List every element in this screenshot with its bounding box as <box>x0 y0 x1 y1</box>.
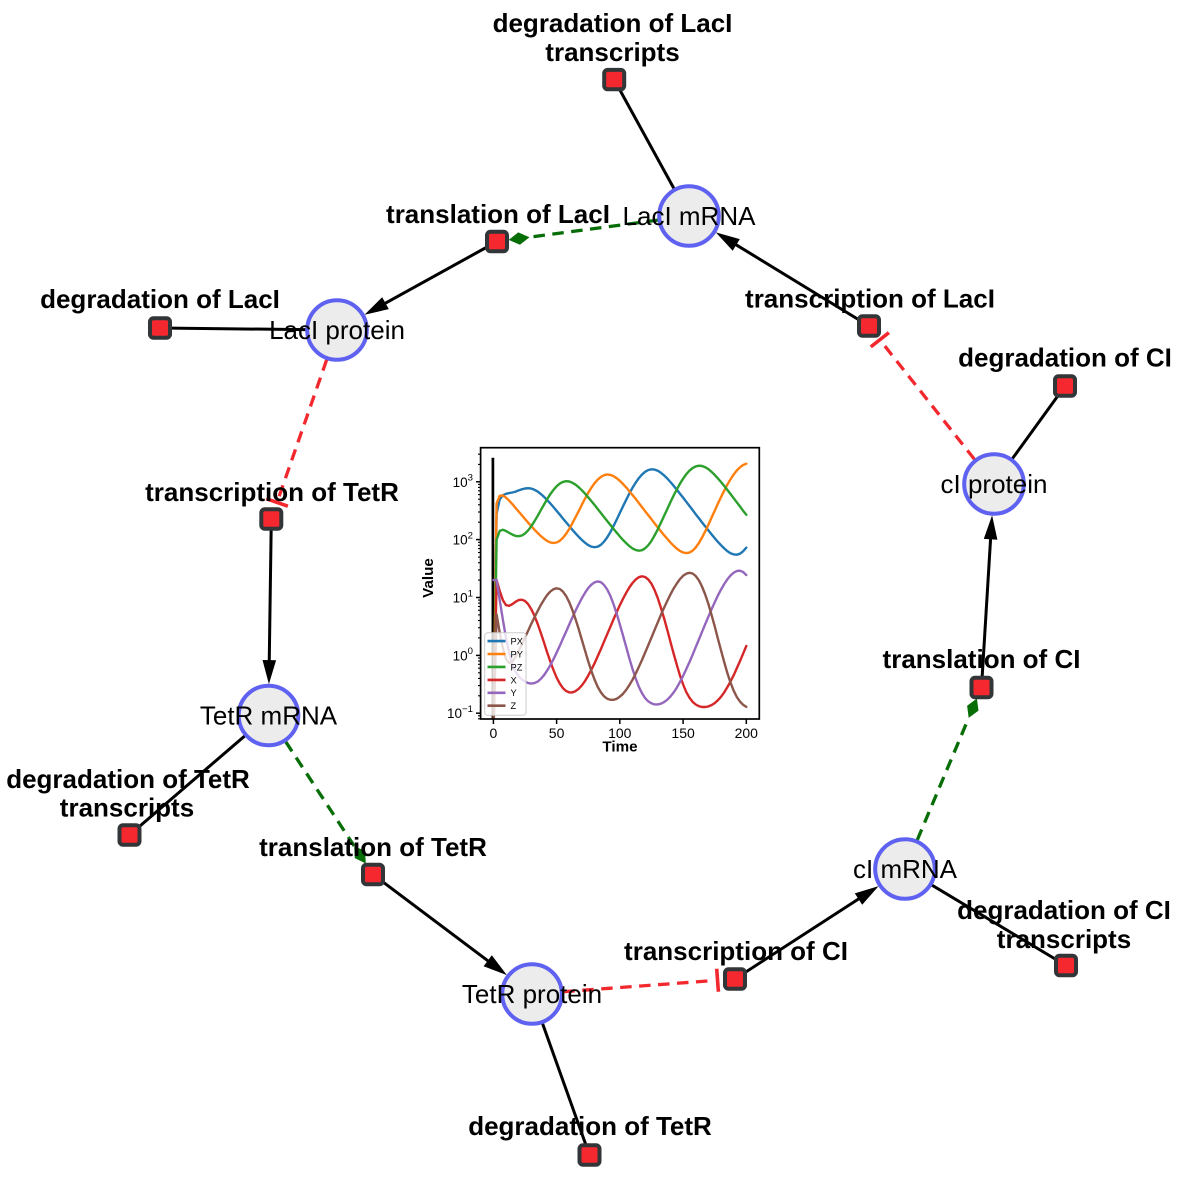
svg-text:10−1: 10−1 <box>447 704 473 721</box>
svg-text:LacI mRNA: LacI mRNA <box>623 201 757 231</box>
svg-text:degradation of CI: degradation of CI <box>958 343 1172 373</box>
svg-text:transcription of TetR: transcription of TetR <box>145 477 399 507</box>
svg-text:PY: PY <box>511 649 523 659</box>
svg-text:100: 100 <box>453 646 473 663</box>
svg-text:transcripts: transcripts <box>545 37 679 67</box>
svg-text:0: 0 <box>490 725 498 741</box>
svg-text:100: 100 <box>608 725 632 741</box>
svg-text:TetR mRNA: TetR mRNA <box>200 701 338 731</box>
svg-text:PZ: PZ <box>511 662 523 672</box>
svg-text:X: X <box>511 675 517 685</box>
svg-text:50: 50 <box>549 725 565 741</box>
svg-text:translation of TetR: translation of TetR <box>259 832 487 862</box>
svg-text:degradation of TetR: degradation of TetR <box>468 1111 712 1141</box>
svg-text:150: 150 <box>671 725 695 741</box>
svg-text:cI mRNA: cI mRNA <box>853 854 958 884</box>
svg-text:102: 102 <box>453 530 473 547</box>
svg-text:TetR protein: TetR protein <box>462 979 602 1009</box>
svg-text:LacI protein: LacI protein <box>269 315 405 345</box>
svg-text:Z: Z <box>511 701 517 711</box>
svg-text:degradation of LacI: degradation of LacI <box>493 8 733 38</box>
svg-text:transcription of CI: transcription of CI <box>624 936 848 966</box>
svg-text:degradation of LacI: degradation of LacI <box>40 284 280 314</box>
svg-text:200: 200 <box>735 725 759 741</box>
svg-text:degradation of CI: degradation of CI <box>957 895 1171 925</box>
svg-text:Y: Y <box>511 688 517 698</box>
svg-text:transcripts: transcripts <box>997 924 1131 954</box>
svg-text:translation of CI: translation of CI <box>883 644 1081 674</box>
svg-text:transcription of LacI: transcription of LacI <box>745 284 995 314</box>
svg-text:degradation of TetR: degradation of TetR <box>6 764 250 794</box>
svg-text:101: 101 <box>453 588 473 605</box>
svg-text:Time: Time <box>602 739 637 756</box>
svg-text:PX: PX <box>511 637 523 647</box>
svg-text:Value: Value <box>420 558 437 598</box>
svg-text:cI protein: cI protein <box>941 469 1048 499</box>
svg-text:translation of LacI: translation of LacI <box>386 199 610 229</box>
svg-text:transcripts: transcripts <box>60 793 194 823</box>
svg-text:103: 103 <box>453 473 473 490</box>
